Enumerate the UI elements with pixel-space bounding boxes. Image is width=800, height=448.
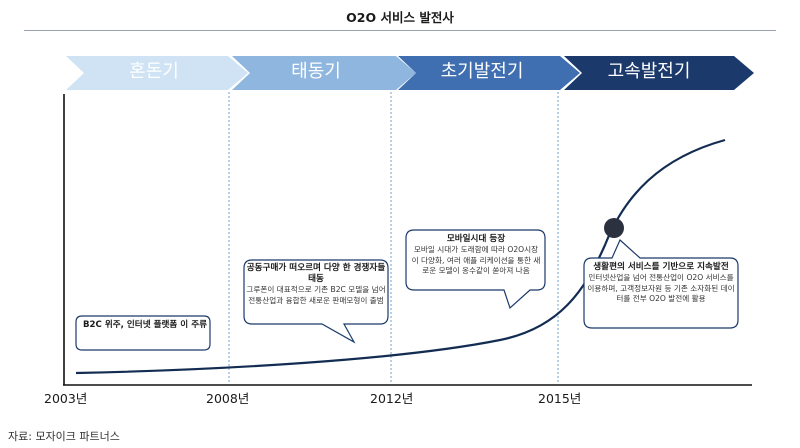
phase-arrow-4	[564, 56, 754, 90]
year-label-2003: 2003년	[44, 391, 88, 406]
callout-4-body: 인터넷산업을 넘어 전통산업이 O2O 서비스를 이용하며, 고객정보자원 등 …	[587, 273, 735, 303]
callout-bubble-1	[75, 315, 211, 351]
phase-label-3: 초기발전기	[440, 61, 524, 82]
phase-arrow-3	[398, 56, 580, 90]
callout-3-body: 모바일 시대가 도래함에 따라 O2O시장이 다양화, 여러 애플 리케이션을 …	[411, 245, 541, 275]
callout-3: 모바일시대 등장 모바일 시대가 도래함에 따라 O2O시장이 다양화, 여러 …	[411, 234, 541, 277]
growth-curve	[75, 138, 726, 375]
callout-1-head: B2C 위주, 인터넷 플랫폼 이 주류	[82, 320, 208, 330]
phase-label-4: 고속발전기	[607, 61, 691, 82]
phase-label-1: 혼돈기	[129, 61, 179, 82]
callout-bubble-4	[583, 239, 739, 329]
callout-2: 공동구매가 떠오르며 다양 한 경쟁자들 태동 그루폰이 대표적으로 기존 B2…	[246, 263, 386, 306]
callout-2-body: 그루폰이 대표적으로 기존 B2C 모델을 넘어 전통산업과 융합한 새로운 판…	[246, 285, 386, 305]
phase-arrow-1	[66, 56, 248, 90]
phase-arrow-2	[232, 56, 416, 90]
diagram-title: O2O 서비스 발전사	[346, 10, 454, 25]
year-label-2015: 2015년	[538, 391, 582, 406]
callout-bubble-3	[405, 229, 546, 310]
callout-4-head: 생활편의 서비스를 기반으로 지속발전	[593, 262, 729, 272]
phase-label-2: 태동기	[291, 61, 341, 82]
title-area: O2O 서비스 발전사	[0, 0, 800, 34]
callout-2-head: 공동구매가 떠오르며 다양 한 경쟁자들 태동	[246, 263, 386, 284]
source-note: 자료: 모자이크 파트너스	[8, 430, 120, 443]
callout-1: B2C 위주, 인터넷 플랫폼 이 주류	[80, 320, 210, 331]
milestone-marker	[604, 218, 624, 238]
callout-4: 생활편의 서비스를 기반으로 지속발전 인터넷산업을 넘어 전통산업이 O2O …	[586, 262, 736, 305]
title-underline	[24, 30, 776, 31]
year-label-2012: 2012년	[370, 391, 414, 406]
callout-bubble-2	[243, 259, 389, 344]
callout-3-head: 모바일시대 등장	[446, 234, 506, 244]
year-label-2008: 2008년	[206, 391, 250, 406]
